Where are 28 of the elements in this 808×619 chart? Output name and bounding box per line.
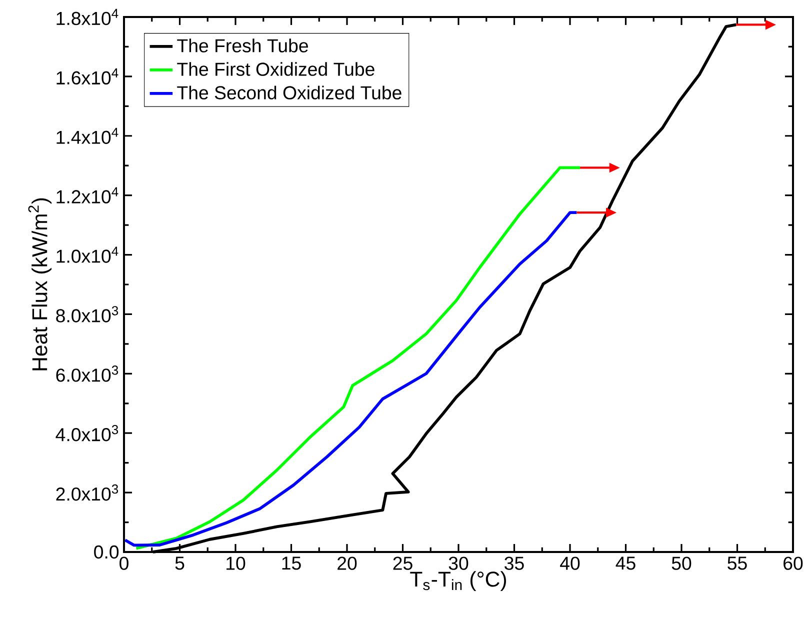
x-tick-label: 45 [616, 556, 636, 570]
x-tick-label: 0 [120, 556, 128, 570]
x-tick-label: 5 [175, 556, 184, 570]
y-tick-label: 2.0x10$^{3}$ [56, 484, 118, 501]
y-tick-label: 1.4x10$^{4}$ [56, 128, 118, 144]
x-tick-label: 10 [226, 556, 246, 570]
x-tick-label: 60 [784, 556, 803, 570]
y-tick-label: 1.0x10$^{4}$ [56, 246, 118, 263]
y-tick-label: 6.0x10$^{3}$ [56, 366, 118, 382]
legend-label: The Fresh Tube [177, 38, 308, 52]
x-tick-label: 20 [338, 556, 357, 570]
y-tick-label: 4.0x10$^{3}$ [56, 424, 118, 442]
x-tick-label: 40 [560, 556, 580, 570]
y-tick-label: 8.0x10$^{3}$ [56, 306, 118, 322]
x-axis-title: T$_{s}$-T$_{in}$ (°C) [410, 571, 506, 591]
legend-label: The Second Oxidized Tube [177, 86, 402, 100]
y-tick-label: 1.2x10$^{4}$ [56, 187, 118, 204]
y-tick-label: 1.8x10$^{4}$ [56, 8, 118, 26]
legend-label: The First Oxidized Tube [177, 62, 374, 76]
x-tick-label: 15 [282, 556, 301, 570]
x-tick-label: 50 [672, 556, 692, 570]
x-tick-label: 30 [448, 556, 468, 570]
y-axis-title: Heat Flux (kW/m$^{2}$) [28, 198, 52, 370]
x-tick-label: 35 [504, 556, 524, 570]
x-tick-label: 25 [393, 556, 412, 570]
x-tick-label: 55 [728, 556, 747, 570]
y-tick-label: 0.0 [94, 545, 119, 559]
y-tick-label: 1.6x10$^{4}$ [56, 68, 118, 85]
